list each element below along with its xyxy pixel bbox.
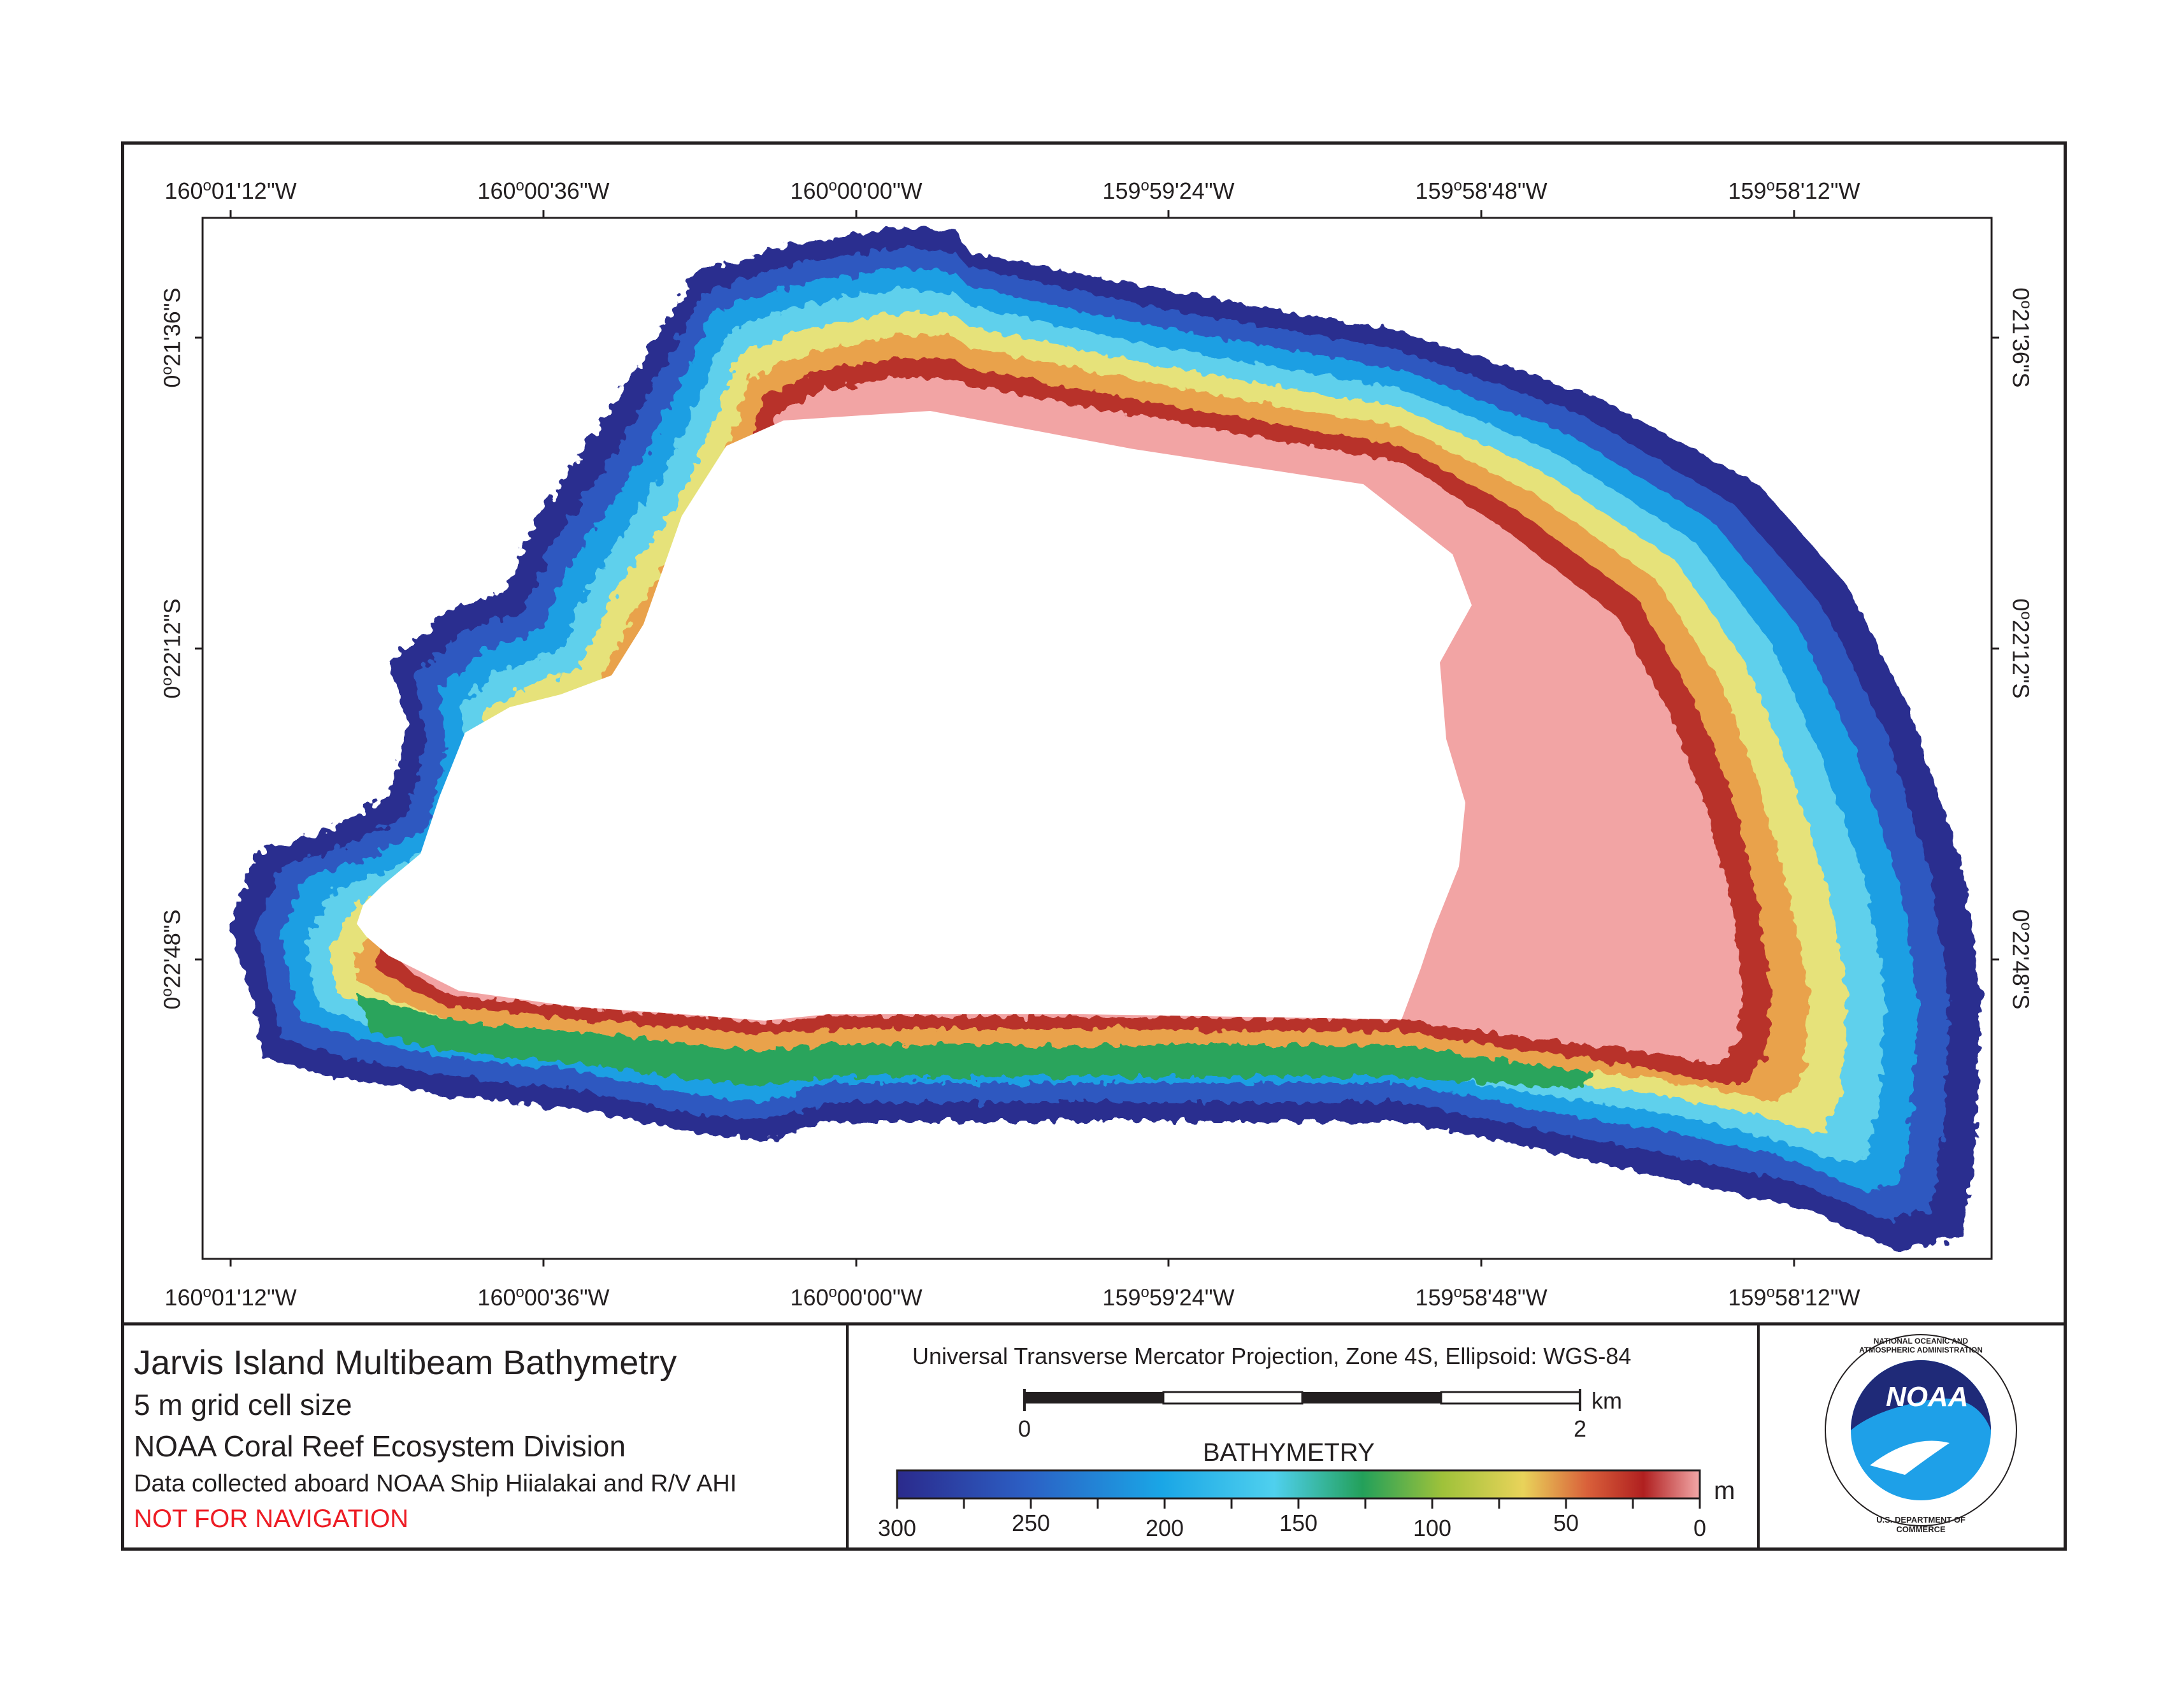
longitude-label-bottom: 159o58'12"W: [1728, 1284, 1860, 1310]
noaa-logo-ring-bottom: U.S. DEPARTMENT OF COMMERCE: [1876, 1515, 1965, 1534]
latitude-label-left: 0o22'12"S: [158, 598, 185, 699]
data-source: Data collected aboard NOAA Ship Hiialaka…: [134, 1470, 737, 1497]
colorbar-tick-label: 100: [1412, 1515, 1452, 1541]
grid-cell-size: 5 m grid cell size: [134, 1388, 352, 1421]
map-neatline: [201, 217, 1993, 1260]
island-interior: [357, 411, 1472, 1021]
map-frame: [121, 141, 2067, 1551]
scale-bar: [1023, 1389, 1581, 1411]
latitude-label-right: 0o22'48"S: [2008, 909, 2035, 1010]
latitude-label-right: 0o22'12"S: [2008, 598, 2035, 699]
longitude-label-bottom: 159o59'24"W: [1102, 1284, 1235, 1310]
colorbar-tick-label: 300: [877, 1515, 917, 1541]
longitude-label-bottom: 159o58'48"W: [1415, 1284, 1548, 1310]
noaa-logo-text: NOAA: [1886, 1381, 1969, 1412]
scale-bar-end: 2: [1574, 1416, 1587, 1442]
scale-bar-unit: km: [1591, 1388, 1622, 1414]
longitude-label-top: 160o00'36"W: [477, 177, 610, 204]
map-title: Jarvis Island Multibeam Bathymetry: [134, 1344, 677, 1382]
colorbar-tick-label: 0: [1693, 1515, 1707, 1541]
colorbar-tick-label: 150: [1279, 1510, 1318, 1536]
colorbar-tick-label: 250: [1011, 1510, 1051, 1536]
longitude-label-top: 160o01'12"W: [164, 177, 297, 204]
organization: NOAA Coral Reef Ecosystem Division: [134, 1430, 626, 1463]
scale-bar-start: 0: [1018, 1416, 1031, 1442]
latitude-label-left: 0o21'36"S: [158, 287, 185, 388]
longitude-label-top: 159o58'12"W: [1728, 177, 1860, 204]
colorbar-tick-label: 200: [1145, 1515, 1184, 1541]
colorbar-tick-label: 50: [1553, 1510, 1579, 1536]
longitude-label-top: 159o58'48"W: [1415, 177, 1548, 204]
latitude-label-left: 0o22'48"S: [158, 909, 185, 1010]
longitude-label-top: 160o00'00"W: [790, 177, 923, 204]
noaa-logo-ring-top: NATIONAL OCEANIC AND ATMOSPHERIC ADMINIS…: [1859, 1337, 1983, 1354]
longitude-label-bottom: 160o01'12"W: [164, 1284, 297, 1310]
longitude-label-bottom: 160o00'00"W: [790, 1284, 923, 1310]
bathymetry-colorbar: [896, 1469, 1701, 1509]
bathymetry-title: BATHYMETRY: [1203, 1439, 1375, 1467]
noaa-logo: [1825, 1334, 2017, 1526]
neatline-ticks: [195, 210, 1999, 1267]
latitude-label-right: 0o21'36"S: [2008, 287, 2035, 388]
projection-text: Universal Transverse Mercator Projection…: [912, 1343, 1632, 1369]
bathymetry-unit: m: [1714, 1477, 1735, 1505]
longitude-label-bottom: 160o00'36"W: [477, 1284, 610, 1310]
navigation-warning: NOT FOR NAVIGATION: [134, 1505, 409, 1533]
longitude-label-top: 159o59'24"W: [1102, 177, 1235, 204]
